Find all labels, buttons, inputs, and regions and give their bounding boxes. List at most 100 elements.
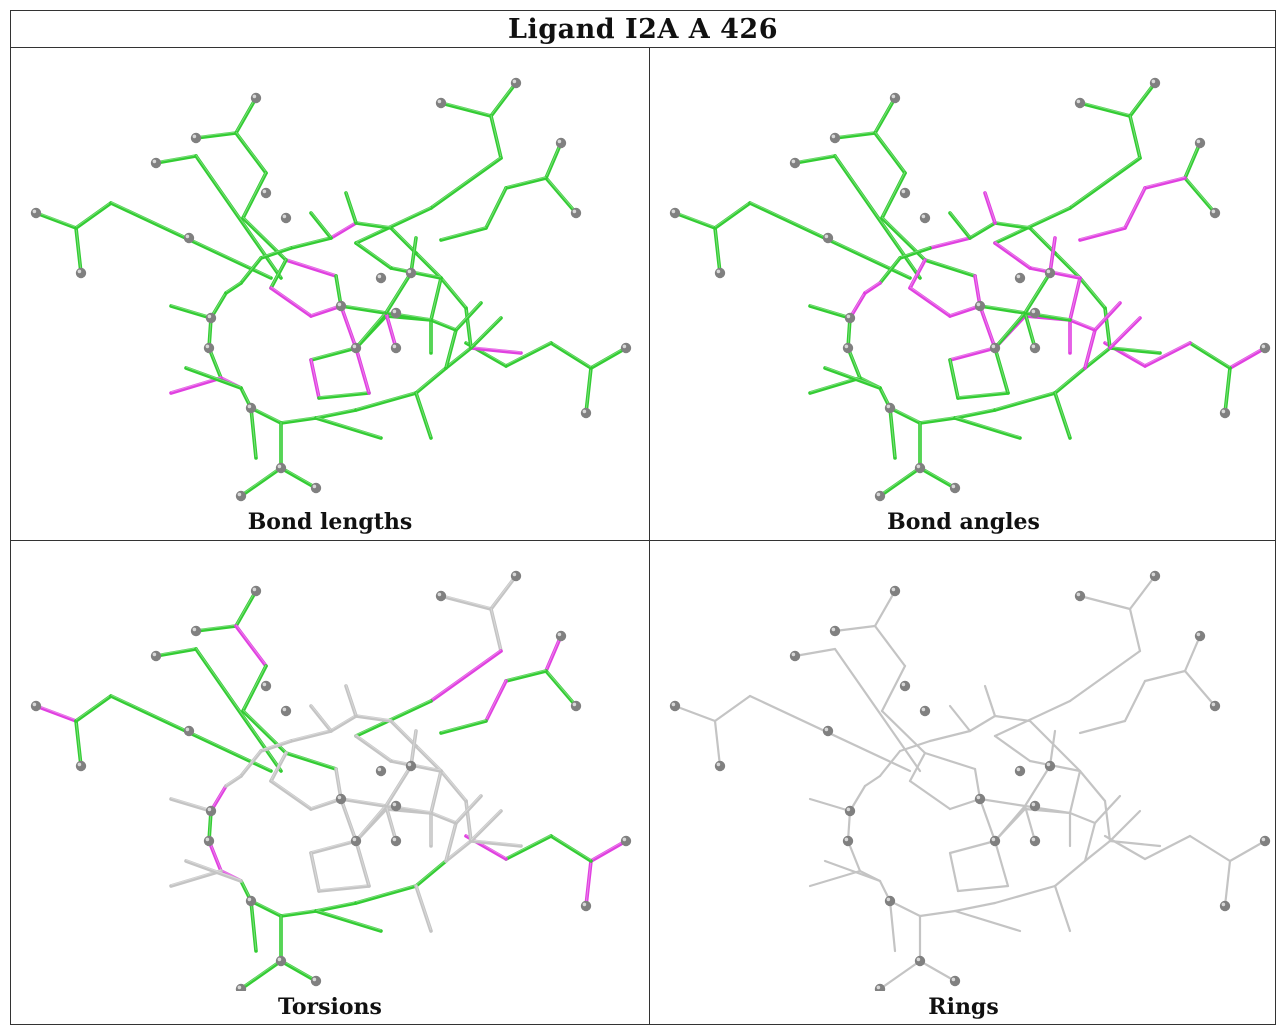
bond-highlight <box>949 346 996 360</box>
bond <box>414 884 433 933</box>
bond <box>414 859 448 888</box>
bond-group <box>34 81 628 498</box>
bond-highlight <box>315 416 382 438</box>
atom <box>1149 570 1161 582</box>
atom <box>822 725 834 737</box>
bond-highlight <box>470 346 522 353</box>
atom <box>435 590 447 602</box>
atom-shine <box>407 762 412 767</box>
bond-highlight <box>864 281 881 293</box>
bond-highlight <box>75 719 82 766</box>
bond <box>1053 884 1072 933</box>
atom <box>260 680 272 692</box>
bond-highlight <box>949 211 971 238</box>
atom-shine <box>407 269 412 274</box>
atom <box>435 97 447 109</box>
atom-shine <box>1261 344 1266 349</box>
bond-highlight <box>585 859 592 906</box>
bond <box>504 341 553 368</box>
bond <box>918 959 957 983</box>
bond <box>489 607 503 653</box>
bond <box>873 624 907 668</box>
bond-highlight <box>1054 251 1081 278</box>
bond-highlight <box>1144 176 1186 188</box>
panel-bond-lengths: Bond lengths <box>11 48 649 540</box>
bond <box>846 839 862 873</box>
bond-highlight <box>874 96 896 133</box>
bond-highlight <box>909 258 926 288</box>
bond <box>1048 236 1057 275</box>
bond-highlight <box>794 154 836 163</box>
atom <box>570 207 582 219</box>
bond <box>833 154 922 280</box>
bond-highlight <box>335 274 342 306</box>
atom-shine <box>312 484 317 489</box>
bond <box>439 226 488 242</box>
atom-shine <box>1076 99 1081 104</box>
atom <box>789 650 801 662</box>
bond-highlight <box>240 749 262 776</box>
bond-highlight <box>979 304 996 348</box>
bond <box>314 909 383 933</box>
bond <box>389 719 418 748</box>
bond-highlight <box>969 221 996 238</box>
bond <box>354 884 418 905</box>
bond-highlight <box>545 176 577 213</box>
atom <box>275 955 287 967</box>
bond <box>1228 839 1267 863</box>
bond <box>279 959 318 983</box>
bond <box>1023 271 1052 315</box>
bond-highlight <box>355 714 392 721</box>
bond <box>464 306 473 350</box>
bond <box>309 304 343 318</box>
bond <box>309 211 333 240</box>
bond-highlight <box>994 241 1031 268</box>
bond <box>908 751 927 783</box>
bond <box>504 176 548 190</box>
bond <box>1108 346 1162 355</box>
bond <box>993 311 1027 350</box>
atom-shine <box>886 404 891 409</box>
atom <box>789 157 801 169</box>
atom-shine <box>1196 632 1201 637</box>
atom <box>555 137 567 149</box>
bond-highlight <box>170 304 212 318</box>
bond-highlight <box>225 774 242 786</box>
bond-highlight <box>270 286 312 316</box>
bond-highlight <box>1069 318 1096 330</box>
bond <box>833 131 877 140</box>
bond <box>549 341 593 370</box>
atom <box>245 402 257 414</box>
atom-shine <box>32 209 37 214</box>
bond-highlight <box>470 809 502 841</box>
bond <box>329 221 358 240</box>
bond <box>808 304 852 320</box>
bond <box>414 366 448 395</box>
bond-highlight <box>1184 141 1201 178</box>
bond-highlight <box>75 694 112 721</box>
atom-shine <box>951 484 956 489</box>
bond-highlight <box>440 769 467 801</box>
bond-highlight <box>505 176 547 188</box>
bond-highlight <box>430 318 457 330</box>
atom <box>1029 342 1041 354</box>
bond-highlight <box>1054 366 1086 393</box>
atom-shine <box>671 209 676 214</box>
bond-highlight <box>545 634 562 671</box>
bond <box>1108 839 1162 848</box>
bond <box>489 574 518 611</box>
molecule-torsions <box>30 570 632 991</box>
atom-shine <box>252 94 257 99</box>
bond-highlight <box>355 391 417 410</box>
bond-highlight <box>250 899 282 916</box>
bond-highlight <box>240 959 282 989</box>
bond <box>1123 186 1147 230</box>
bond <box>207 346 223 380</box>
bond <box>439 276 468 310</box>
atom <box>390 835 402 847</box>
bond-highlight <box>250 899 257 951</box>
atom <box>974 300 986 312</box>
bond-highlight <box>280 909 317 916</box>
atom <box>884 402 896 414</box>
bond <box>194 131 238 140</box>
